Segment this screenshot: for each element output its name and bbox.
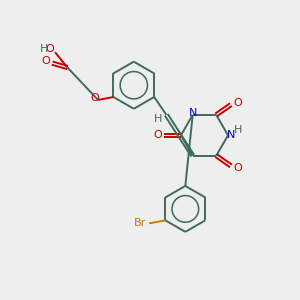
Text: O: O [233, 98, 242, 107]
Text: H: H [154, 114, 162, 124]
Text: H: H [234, 125, 242, 135]
Text: Br: Br [134, 218, 146, 228]
Text: O: O [90, 94, 99, 103]
Text: N: N [188, 108, 197, 118]
Text: O: O [233, 163, 242, 173]
Text: O: O [41, 56, 50, 66]
Text: O: O [153, 130, 162, 140]
Text: O: O [45, 44, 54, 54]
Text: N: N [227, 130, 236, 140]
Text: H: H [40, 44, 48, 54]
